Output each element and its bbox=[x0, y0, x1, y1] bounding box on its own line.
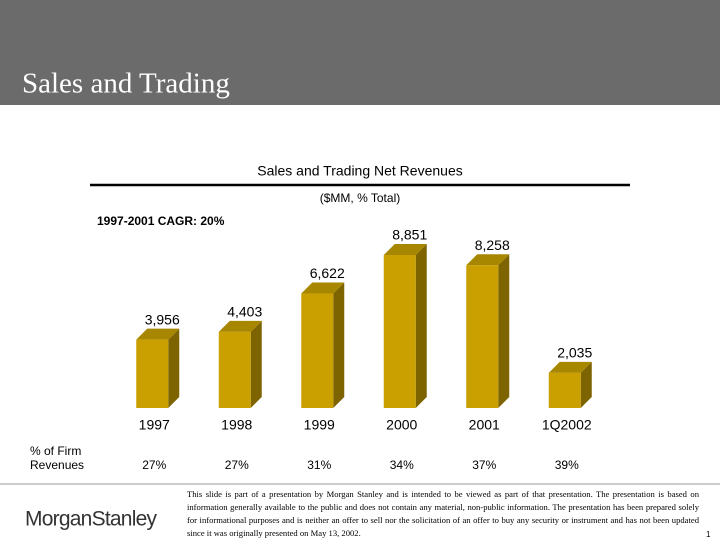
bar-top bbox=[301, 282, 345, 294]
bar-top bbox=[136, 328, 180, 340]
data-label: 4,403 bbox=[227, 304, 262, 320]
disclaimer: This slide is part of a presentation by … bbox=[187, 489, 699, 538]
bar-top bbox=[218, 320, 262, 332]
x-tick-label: 1999 bbox=[304, 417, 335, 433]
data-label: 6,622 bbox=[310, 265, 345, 281]
bar-side bbox=[168, 328, 180, 408]
x-tick-label: 1997 bbox=[139, 417, 170, 433]
bar-side bbox=[333, 282, 345, 408]
bar-side bbox=[498, 254, 510, 408]
share-value: 37% bbox=[472, 458, 496, 472]
bar-top bbox=[383, 244, 427, 255]
share-value: 39% bbox=[555, 458, 579, 472]
data-label: 8,258 bbox=[475, 237, 510, 253]
share-value: 34% bbox=[390, 458, 414, 472]
row-label: % of Firm bbox=[30, 444, 81, 458]
share-value: 27% bbox=[225, 458, 249, 472]
x-tick-label: 1Q2002 bbox=[542, 417, 592, 433]
bar bbox=[466, 265, 499, 408]
bar bbox=[136, 339, 169, 408]
x-tick-label: 2000 bbox=[386, 417, 417, 433]
chart-title: Sales and Trading Net Revenues bbox=[257, 163, 462, 179]
logo: MorganStanley bbox=[25, 508, 158, 531]
bar bbox=[383, 255, 416, 408]
bar-top bbox=[548, 361, 592, 373]
bar bbox=[218, 331, 251, 408]
share-value: 27% bbox=[142, 458, 166, 472]
x-tick-label: 1998 bbox=[221, 417, 252, 433]
chart-subtitle: ($MM, % Total) bbox=[320, 191, 400, 205]
bar-side bbox=[415, 244, 427, 408]
slide-title: Sales and Trading bbox=[22, 68, 230, 100]
data-label: 3,956 bbox=[145, 311, 180, 327]
row-label: Revenues bbox=[30, 458, 84, 472]
data-label: 2,035 bbox=[557, 345, 592, 361]
x-tick-label: 2001 bbox=[469, 417, 500, 433]
share-value: 31% bbox=[307, 458, 331, 472]
bar-side bbox=[580, 361, 592, 408]
bar-side bbox=[250, 320, 262, 408]
data-label: 8,851 bbox=[392, 227, 427, 243]
bar-top bbox=[466, 254, 510, 266]
bar bbox=[301, 293, 334, 408]
page-number: 1 bbox=[706, 530, 711, 539]
bar bbox=[548, 372, 581, 408]
annotation: 1997-2001 CAGR: 20% bbox=[97, 214, 225, 228]
title-bar bbox=[0, 0, 720, 105]
